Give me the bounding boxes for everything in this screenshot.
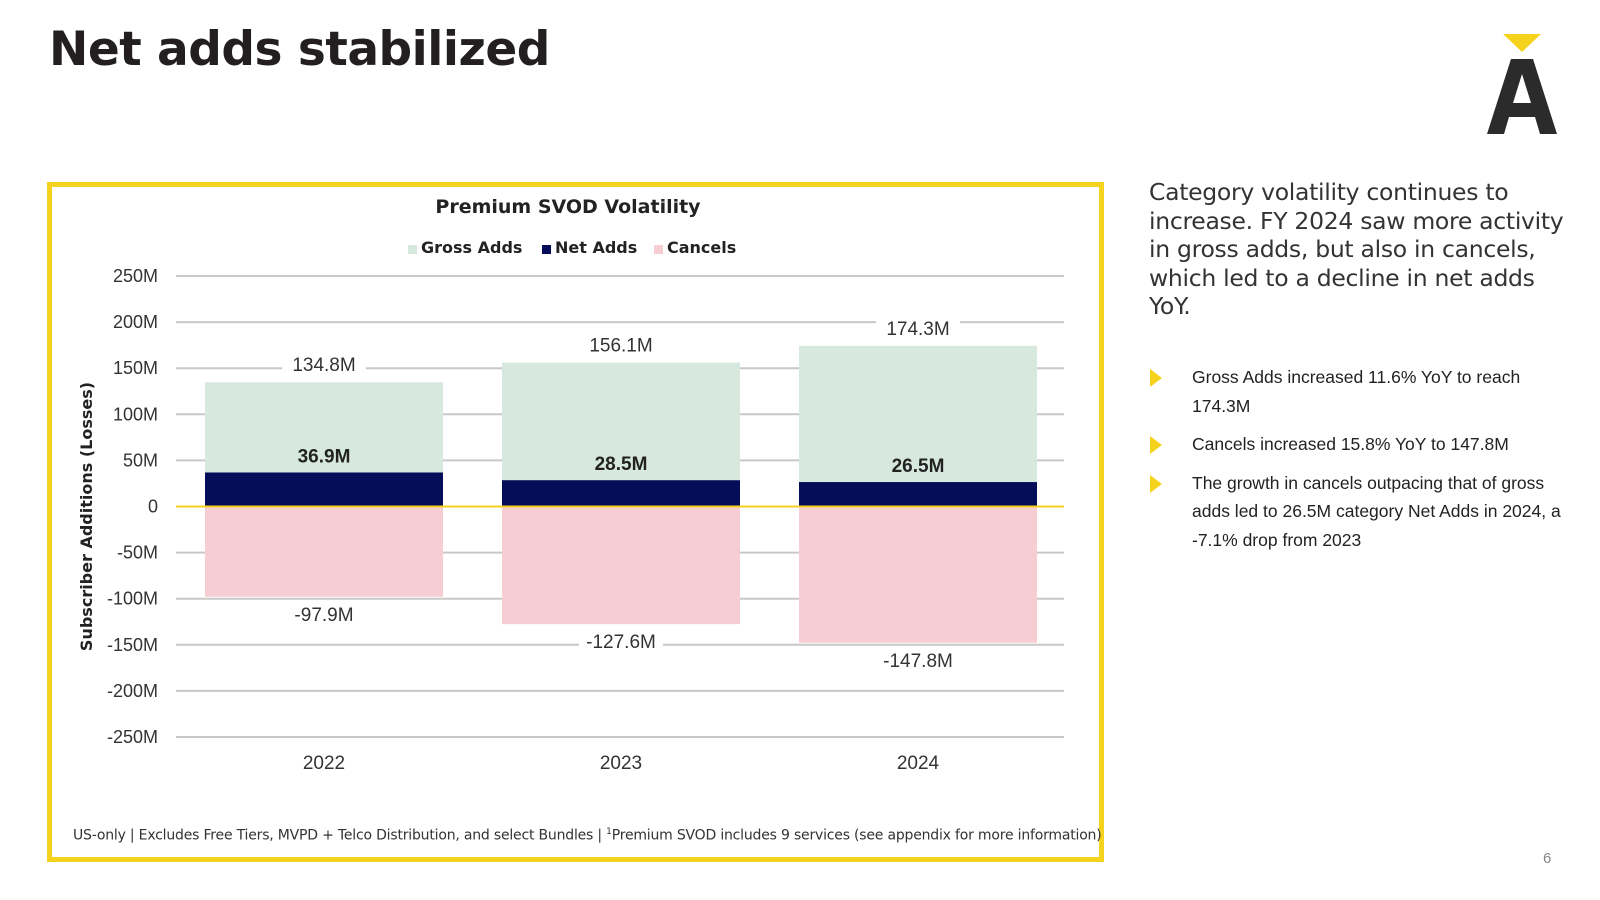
bullet-text: Cancels increased 15.8% YoY to 147.8M [1192,434,1509,454]
premium-svod-chart: Premium SVOD Volatility Gross Adds Net Add… [77,196,1064,774]
logo-triangle [1503,34,1541,52]
data-label-gross-adds: 174.3M [886,319,949,340]
data-label-cancels: -127.6M [586,632,656,653]
sidebar-bullets: Gross Adds increased 11.6% YoY to reach … [1149,363,1579,564]
data-label-cancels: -147.8M [883,651,953,672]
data-label-net-adds: 36.9M [298,446,351,467]
brand-logo [1487,34,1557,134]
y-tick-label: -150M [107,635,158,655]
x-tick-label: 2022 [303,753,345,774]
legend-label: Gross Adds [421,238,522,257]
y-tick-label: 150M [113,358,158,378]
chart-title: Premium SVOD Volatility [435,196,701,218]
y-tick-label: 200M [113,312,158,332]
bullet-item: The growth in cancels outpacing that of … [1149,469,1579,555]
y-tick-label: -50M [117,543,158,563]
data-label-net-adds: 26.5M [892,456,945,477]
footnote-prefix: US-only | Excludes Free Tiers, MVPD + Te… [73,827,607,844]
y-tick-label: -250M [107,727,158,747]
legend-swatch [542,245,551,254]
bar-net-adds [205,472,443,507]
x-tick-label: 2024 [897,753,940,774]
bar-cancels [205,506,443,597]
y-axis-title: Subscriber Additions (Losses) [77,382,96,651]
bullet-text: Gross Adds increased 11.6% YoY to reach … [1192,367,1521,416]
legend-swatch [654,245,663,254]
legend-swatch [408,245,417,254]
bar-cancels [502,506,740,625]
data-label-gross-adds: 134.8M [292,355,355,376]
bullet-item: Gross Adds increased 11.6% YoY to reach … [1149,363,1579,420]
arrow-bullet-icon [1150,474,1162,493]
page-number: 6 [1543,850,1552,867]
footnote-sup: 1 [606,827,612,837]
y-tick-label: 50M [123,450,158,470]
chart-panel: Premium SVOD Volatility Gross Adds Net Add… [47,182,1104,862]
bullet-text: The growth in cancels outpacing that of … [1192,472,1561,550]
bar-net-adds [799,482,1037,507]
legend-label: Net Adds [555,238,637,257]
data-label-gross-adds: 156.1M [589,336,652,357]
logo-letter-a [1487,59,1557,134]
data-label-bg [579,334,663,357]
x-tick-label: 2023 [600,753,642,774]
bar-gross-adds [799,345,1037,507]
arrow-bullet-icon [1150,369,1162,387]
data-label-bg [876,317,960,340]
y-tick-label: 250M [113,266,158,286]
page-title: Net adds stabilized [49,22,550,77]
data-label-net-adds: 28.5M [595,454,648,475]
data-label-bg [282,603,366,626]
data-label-cancels: -97.9M [294,605,353,626]
y-tick-label: -200M [107,681,158,701]
sidebar-intro: Category volatility continues to increas… [1149,178,1564,320]
y-tick-label: 100M [113,404,158,424]
data-label-bg [579,631,663,654]
bar-cancels [799,506,1037,643]
footnote: US-only | Excludes Free Tiers, MVPD + Te… [73,827,1102,844]
data-label-bg [876,649,960,672]
arrow-bullet-icon [1150,436,1162,454]
legend-label: Cancels [667,238,736,257]
data-label-bg [282,354,366,377]
bullet-item: Cancels increased 15.8% YoY to 147.8M [1149,430,1579,459]
footnote-suffix: Premium SVOD includes 9 services (see ap… [611,827,1102,844]
y-tick-label: 0 [148,497,158,517]
y-tick-label: -100M [107,589,158,609]
bar-net-adds [502,480,740,507]
